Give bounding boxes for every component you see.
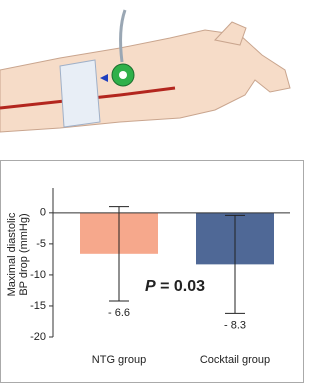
tube xyxy=(119,9,127,63)
y-tick-label: -20 xyxy=(30,331,46,343)
arm xyxy=(0,29,291,133)
bandage xyxy=(59,59,101,128)
arrow xyxy=(100,74,108,82)
y-tick-label: -5 xyxy=(36,238,46,250)
artery xyxy=(0,86,176,110)
annotation-part: P xyxy=(145,278,156,295)
y-axis-label: Maximal diastolic xyxy=(6,212,18,296)
device-center xyxy=(119,71,127,79)
x-tick-label: Cocktail group xyxy=(200,354,270,366)
annotation: P = 0.03 xyxy=(145,278,205,295)
value-label: - 8.3 xyxy=(224,319,246,331)
value-label: - 6.6 xyxy=(108,307,130,319)
x-tick-label: NTG group xyxy=(92,354,146,366)
y-axis-label: BP drop (mmHg) xyxy=(18,213,30,295)
y-tick-label: -15 xyxy=(30,300,46,312)
thumb xyxy=(214,21,247,46)
y-tick-label: 0 xyxy=(40,207,46,219)
y-tick-label: -10 xyxy=(30,269,46,281)
figure: 0 -5 -10 -15 -20 Maximal diastolic BP drop (mm… xyxy=(0,9,304,383)
illustration xyxy=(0,9,291,133)
annotation-part: = 0.03 xyxy=(156,278,205,295)
